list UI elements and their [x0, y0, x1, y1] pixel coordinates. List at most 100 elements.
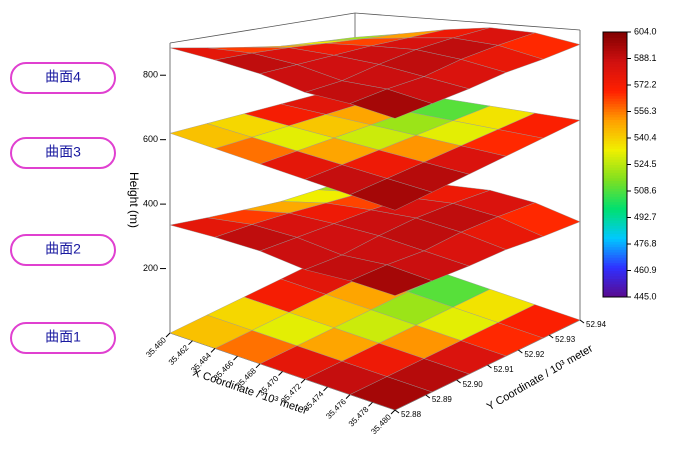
colorbar-segment: [603, 206, 627, 211]
x-tick: [390, 409, 396, 415]
colorbar-segment: [603, 262, 627, 266]
colorbar-segment: [603, 71, 627, 75]
colorbar-segment: [603, 69, 627, 73]
surface-button[interactable]: 曲面1: [10, 322, 116, 354]
colorbar-segment: [603, 233, 627, 237]
colorbar-segment: [603, 87, 627, 91]
colorbar-segment: [603, 249, 627, 253]
box-edge: [354, 12, 581, 31]
y-tick-label: 52.94: [586, 320, 607, 329]
colorbar-segment: [603, 159, 627, 163]
surface-button-label: 曲面3: [45, 144, 81, 160]
x-tick: [165, 332, 171, 338]
surface-button[interactable]: 曲面4: [10, 62, 116, 94]
colorbar-segment: [603, 50, 627, 54]
colorbar-segment: [603, 103, 627, 107]
colorbar-segment: [603, 198, 627, 203]
colorbar-segment: [603, 106, 627, 110]
surface-button-frame: [10, 234, 116, 266]
surface-button-label: 曲面1: [45, 329, 81, 345]
colorbar-segment: [603, 82, 627, 86]
y-tick: [394, 409, 400, 414]
surface-button[interactable]: 曲面3: [10, 137, 116, 169]
colorbar-tick-label: 540.4: [634, 132, 657, 142]
colorbar-segment: [603, 175, 627, 179]
colorbar-segment: [603, 151, 627, 155]
y-tick: [579, 319, 585, 324]
colorbar-segment: [603, 172, 627, 176]
colorbar-segment: [603, 169, 627, 173]
colorbar-tick-label: 604.0: [634, 26, 657, 36]
z-axis-label: Height (m): [127, 172, 141, 228]
colorbar-segment: [603, 278, 627, 282]
x-tick-label: 35.480: [369, 412, 393, 436]
colorbar-segment: [603, 230, 627, 234]
colorbar-segment: [603, 289, 627, 293]
colorbar-segment: [603, 164, 627, 168]
colorbar-segment: [603, 188, 627, 192]
colorbar-tick-label: 460.9: [634, 265, 657, 275]
colorbar-segment: [603, 251, 627, 256]
surface: [169, 27, 581, 119]
colorbar-segment: [603, 238, 627, 242]
x-tick: [255, 363, 261, 369]
colorbar-segment: [603, 167, 627, 171]
y-tick-label: 52.89: [432, 395, 453, 404]
colorbar-segment: [603, 283, 627, 287]
x-tick-label: 35.462: [167, 343, 191, 367]
y-tick: [548, 334, 554, 339]
colorbar-segment: [603, 79, 627, 83]
y-tick-label: 52.88: [401, 410, 422, 419]
colorbar-segment: [603, 132, 627, 136]
colorbar-segment: [603, 217, 627, 221]
colorbar-segment: [603, 39, 627, 44]
colorbar-segment: [603, 214, 627, 218]
z-tick-label: 200: [143, 263, 158, 273]
colorbar-segment: [603, 236, 627, 240]
colorbar-segment: [603, 143, 627, 147]
colorbar-segment: [603, 212, 627, 216]
colorbar-segment: [603, 246, 627, 250]
colorbar-segment: [603, 34, 627, 38]
colorbar-segment: [603, 32, 627, 36]
colorbar-segment: [603, 119, 627, 123]
surface-cell: [349, 376, 433, 411]
colorbar-segment: [603, 225, 627, 229]
surface: [169, 84, 581, 211]
colorbar-segment: [603, 254, 627, 258]
colorbar-segment: [603, 124, 627, 128]
colorbar-segment: [603, 270, 627, 274]
colorbar-segment: [603, 156, 627, 160]
colorbar-segment: [603, 244, 627, 248]
surface-cell: [349, 88, 433, 119]
surface-button-label: 曲面2: [45, 241, 81, 257]
colorbar-tick-label: 445.0: [634, 291, 657, 301]
colorbar-segment: [603, 148, 627, 152]
surface-cell: [349, 178, 433, 211]
surface-cell: [349, 264, 433, 296]
surface-button[interactable]: 曲面2: [10, 234, 116, 266]
colorbar-segment: [603, 116, 627, 120]
x-tick: [210, 348, 216, 353]
colorbar-segment: [603, 130, 627, 134]
z-tick-label: 400: [143, 198, 158, 208]
z-tick-label: 800: [143, 70, 158, 80]
colorbar-segment: [603, 127, 627, 131]
colorbar-segment: [603, 265, 627, 269]
y-tick: [456, 379, 461, 384]
surface: [169, 177, 581, 296]
colorbar-segment: [603, 257, 627, 261]
colorbar-segment: [603, 77, 627, 81]
surface-button-frame: [10, 137, 116, 169]
x-tick: [188, 340, 193, 346]
colorbar-segment: [603, 100, 627, 105]
surface-button-label: 曲面4: [45, 69, 81, 85]
y-tick: [487, 364, 492, 369]
colorbar-segment: [603, 66, 627, 70]
y-tick-label: 52.92: [524, 350, 545, 359]
y-tick-label: 52.91: [494, 365, 515, 374]
x-tick: [345, 394, 351, 399]
colorbar-segment: [603, 63, 627, 67]
colorbar-segment: [603, 85, 627, 89]
surface-button-frame: [10, 322, 116, 354]
